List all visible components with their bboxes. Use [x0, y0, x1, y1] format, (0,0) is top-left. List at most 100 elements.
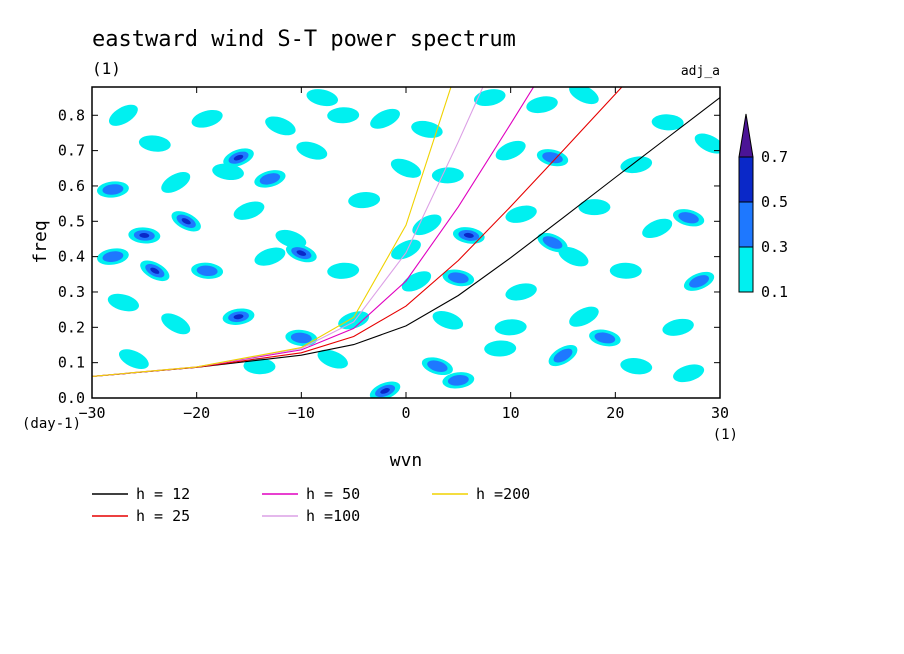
contour-blob: [442, 269, 475, 287]
contour-blob: [578, 199, 611, 216]
y-tick-label: 0.4: [58, 248, 85, 266]
contour-blob: [589, 329, 621, 347]
y-axis-label: freq: [30, 220, 51, 263]
contour-blob: [609, 262, 642, 279]
contour-blob: [327, 262, 360, 279]
contour-blob: [191, 109, 223, 128]
x-tick-label: 30: [711, 404, 729, 422]
x-axis-label: wvn: [390, 450, 423, 471]
x-tick-label: −30: [78, 404, 105, 422]
contour-blob: [452, 227, 485, 244]
contour-blob: [118, 349, 149, 370]
contour-blob: [254, 247, 286, 266]
contour-blob: [222, 308, 255, 325]
curve-25: [92, 87, 623, 377]
contour-blob: [285, 243, 317, 263]
contour-blob: [338, 311, 370, 330]
contour-blob: [558, 246, 589, 267]
contour-blob: [537, 232, 568, 253]
colorbar-extension: [738, 113, 754, 158]
legend-label: h = 50: [306, 485, 360, 503]
x-tick-label: 10: [502, 404, 520, 422]
y-tick-label: 0.7: [58, 142, 85, 160]
contour-blob: [694, 133, 720, 154]
contour-fill-layer: [96, 87, 720, 398]
contour-blob: [495, 140, 526, 161]
legend-label: h = 25: [136, 507, 190, 525]
contour-blob: [212, 163, 244, 181]
contour-blob: [494, 319, 527, 336]
contour-blob: [254, 170, 286, 188]
contour-blob: [411, 120, 443, 138]
contour-blob: [390, 158, 422, 178]
contour-blob: [401, 271, 432, 292]
contour-blob: [569, 87, 599, 105]
colorbar: 0.1 0.3 0.5 0.7: [738, 113, 788, 301]
x-tick-label: −10: [288, 404, 315, 422]
legend-item: h = 25: [92, 507, 190, 525]
y-tick-label: 0.8: [58, 106, 85, 124]
contour-blob: [138, 135, 171, 152]
x-tick-label: 20: [606, 404, 624, 422]
contour-blob: [140, 260, 170, 282]
contour-blob: [191, 262, 224, 279]
legend: h = 12 h = 25 h = 50 h =100 h =200: [92, 485, 530, 525]
contour-blob: [285, 329, 318, 347]
contour-blob: [223, 148, 254, 167]
contour-blob: [536, 149, 569, 167]
contour-blob: [642, 218, 673, 239]
y-tick-label: 0.0: [58, 389, 85, 407]
contour-blob: [484, 340, 517, 357]
contour-blob: [296, 141, 328, 160]
colorbar-label: 0.5: [761, 193, 788, 211]
y-tick-label: 0.6: [58, 177, 85, 195]
x-tick-label: −20: [183, 404, 210, 422]
colorbar-segment: [738, 246, 754, 293]
chart-subtitle-left: (1): [92, 59, 121, 78]
contour-blob: [317, 349, 348, 369]
colorbar-label: 0.3: [761, 238, 788, 256]
contour-blob: [662, 318, 694, 336]
colorbar-label: 0.7: [761, 148, 788, 166]
legend-item: h =100: [262, 507, 360, 525]
contour-blob: [526, 96, 558, 114]
contour-blob: [327, 107, 360, 124]
curve-200: [92, 87, 452, 377]
contour-blob: [171, 211, 201, 232]
contour-blob: [306, 89, 339, 107]
contour-blob: [505, 283, 537, 301]
contour-blob: [128, 227, 161, 244]
contour-blob: [97, 248, 129, 265]
contour-blob: [683, 271, 715, 291]
contour-blob: [620, 358, 653, 375]
contour-blob: [505, 205, 537, 223]
contour-blob: [161, 313, 191, 335]
x-tick-label: 0: [401, 404, 410, 422]
legend-label: h =200: [476, 485, 530, 503]
contour-blob: [432, 310, 464, 330]
dispersion-curves: [92, 87, 720, 377]
contour-blob: [673, 364, 705, 383]
contour-blob: [421, 357, 453, 376]
contour-blob: [369, 381, 401, 398]
legend-item: h = 50: [262, 485, 360, 503]
x-axis-unit: (1): [713, 427, 738, 443]
legend-item: h = 12: [92, 485, 190, 503]
contour-blob: [391, 239, 421, 260]
contour-blob: [473, 89, 506, 107]
y-tick-label: 0.5: [58, 212, 85, 230]
contour-blob: [348, 192, 381, 209]
contour-blob: [431, 167, 464, 184]
contour-blob: [620, 156, 653, 174]
contour-blob: [569, 306, 599, 327]
colorbar-segment: [738, 156, 754, 203]
legend-label: h = 12: [136, 485, 190, 503]
contour-blob: [442, 372, 475, 389]
colorbar-segment: [738, 201, 754, 248]
contour-blob: [370, 108, 400, 129]
colorbar-label: 0.1: [761, 283, 788, 301]
chart-subtitle-right: adj_a: [681, 64, 720, 79]
contour-blob: [233, 201, 265, 220]
y-tick-label: 0.2: [58, 318, 85, 336]
